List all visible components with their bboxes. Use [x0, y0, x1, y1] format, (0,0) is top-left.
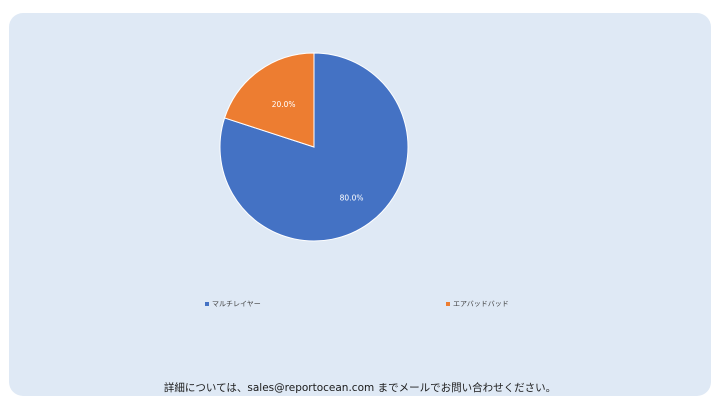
chart-legend: マルチレイヤー エアバッドバッド: [0, 299, 720, 315]
legend-swatch-multilayer: [205, 302, 209, 306]
legend-item-airbag: エアバッドバッド: [446, 299, 509, 309]
pie-slice-1: [223, 52, 315, 148]
contact-footer: 詳細については、sales@reportocean.com までメールでお問い合…: [163, 382, 557, 394]
pie-slices: [219, 52, 409, 242]
legend-item-multilayer: マルチレイヤー: [205, 299, 261, 309]
legend-swatch-airbag: [446, 302, 450, 306]
pie-data-label-1: 20.0%: [272, 100, 296, 109]
legend-label-multilayer: マルチレイヤー: [212, 300, 261, 308]
legend-label-airbag: エアバッドバッド: [453, 300, 509, 308]
pie-data-label-0: 80.0%: [340, 194, 364, 203]
pie-data-labels: 80.0% 20.0%: [272, 100, 364, 203]
